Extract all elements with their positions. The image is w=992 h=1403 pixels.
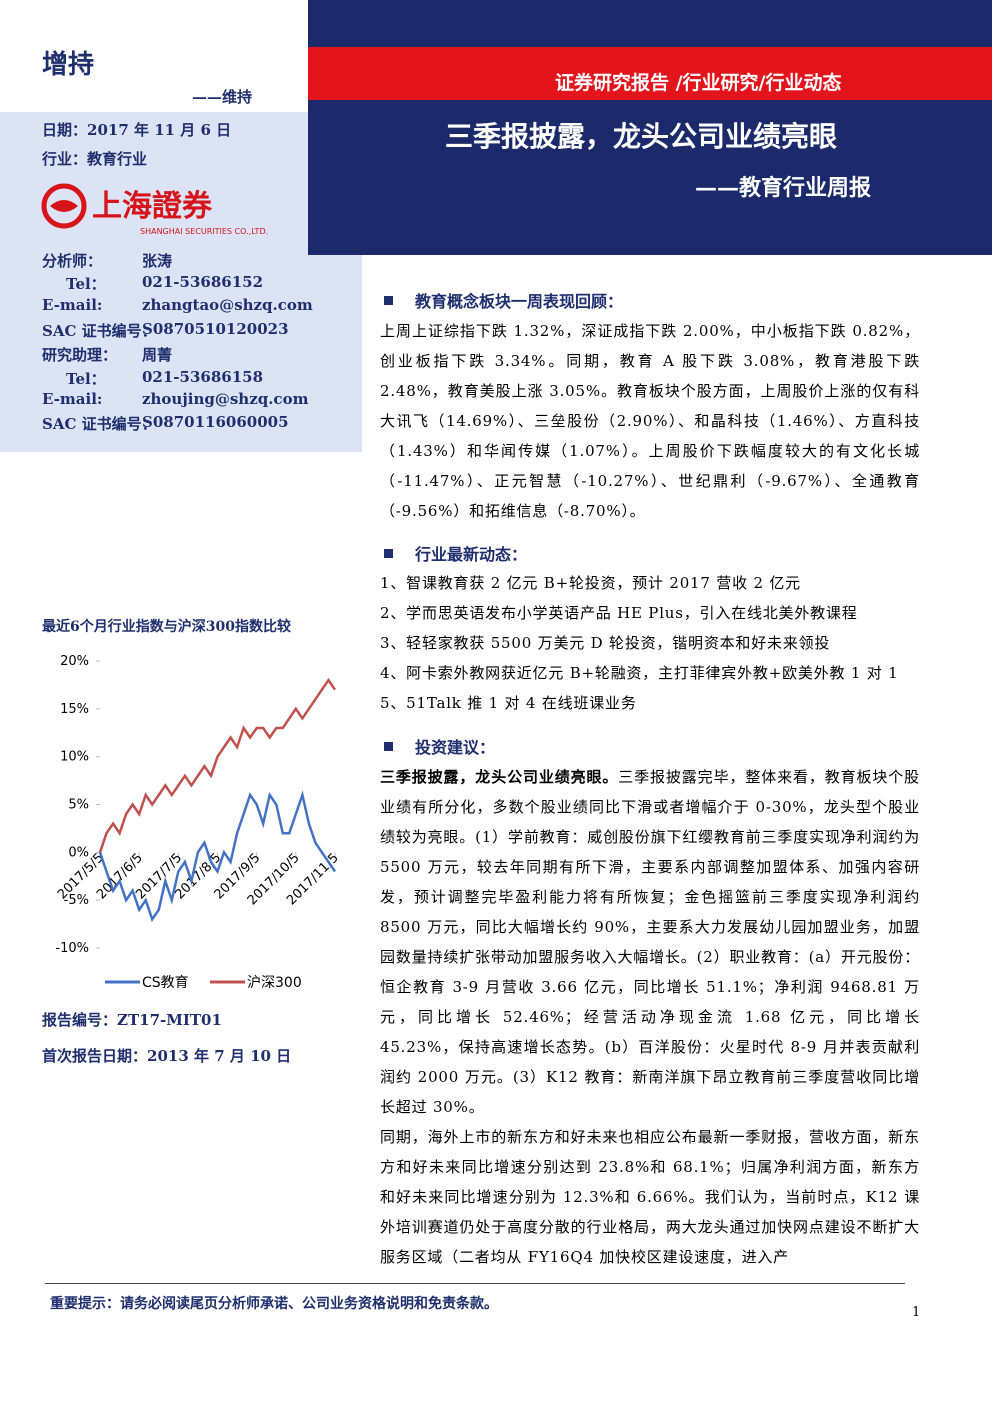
footer-notice: 重要提示：请务必阅读尾页分析师承诺、公司业务资格说明和免责条款。 [50, 1296, 498, 1312]
contact-row: Tel： 021-53686152 [66, 273, 263, 294]
text: 1、智课教育获 2 亿元 B+轮投资，预计 2017 营收 2 亿元 [380, 574, 801, 592]
info-panel [0, 112, 308, 255]
rating: 增持 [42, 50, 95, 80]
paragraph: 4、阿卡索外教网获近亿元 B+轮融资，主打菲律宾外教+欧美外教 1 对 1 [380, 658, 920, 688]
value: ZT17-MIT01 [117, 1011, 222, 1029]
info-panel [0, 255, 362, 452]
page-number: 1 [912, 1305, 921, 1320]
label: 研究助理： [42, 346, 118, 364]
y-tick-label: 15% [60, 702, 89, 717]
meta-row: 行业：教育行业 [42, 148, 147, 169]
previous-rating: ——维持 [192, 88, 253, 106]
paragraph: 5、51Talk 推 1 对 4 在线班课业务 [380, 688, 920, 718]
label: 日期： [42, 121, 88, 139]
contact-row: SAC 证书编号： S0870116060005 [42, 413, 289, 434]
paragraph: 同期，海外上市的新东方和好未来也相应公布最新一季财报，营收方面，新东方和好未来同… [380, 1122, 920, 1272]
label: 分析师： [42, 252, 103, 270]
text: 上周上证综指下跌 1.32%，深证成指下跌 2.00%，中小板指下跌 0.82%… [380, 322, 920, 520]
chart-title: 最近6个月行业指数与沪深300指数比较 [42, 618, 291, 635]
value: S0870116060005 [142, 413, 289, 431]
report-info-row: 首次报告日期：2013 年 7 月 10 日 [42, 1045, 291, 1066]
footer-rule [45, 1283, 905, 1284]
text: 4、阿卡索外教网获近亿元 B+轮融资，主打菲律宾外教+欧美外教 1 对 1 [380, 664, 899, 682]
legend-label: CS教育 [142, 975, 189, 991]
logo-name: 上海證券 [92, 189, 213, 224]
label: 首次报告日期： [42, 1047, 148, 1065]
report-info-row: 报告编号：ZT17-MIT01 [42, 1009, 222, 1030]
logo: 上海證券 SHANGHAI SECURITIES CO.,LTD. [41, 183, 268, 236]
label: Tel： [66, 370, 106, 388]
label: 报告编号： [42, 1011, 118, 1029]
paragraph: 1、智课教育获 2 亿元 B+轮投资，预计 2017 营收 2 亿元 [380, 568, 920, 598]
contact-row: E-mail: zhoujing@shzq.com [42, 390, 308, 408]
label: Tel： [66, 275, 106, 293]
value: 021-53686158 [142, 368, 264, 386]
value: 教育行业 [87, 150, 148, 168]
label: SAC 证书编号： [42, 415, 157, 433]
contact-row: 分析师： 张涛 [42, 250, 172, 271]
chart: 最近6个月行业指数与沪深300指数比较 -10% -5% 0% 5% 10% 15% 20%… [42, 618, 342, 991]
contact-row: E-mail: zhangtao@shzq.com [42, 296, 313, 314]
header-panel [308, 0, 992, 255]
y-tick-label: -5% [64, 893, 89, 908]
contact-row: Tel： 021-53686158 [66, 368, 263, 389]
banner-text: 证券研究报告 /行业研究/行业动态 [555, 72, 842, 94]
text: 2、学而思英语发布小学英语产品 HE Plus，引入在线北美外教课程 [380, 604, 858, 622]
value: zhangtao@shzq.com [142, 296, 313, 314]
report-subtitle: ——教育行业周报 [695, 175, 872, 201]
y-tick-label: 5% [68, 798, 89, 813]
section-heading: 教育概念板块一周表现回顾： [380, 288, 623, 312]
text: 5、51Talk 推 1 对 4 在线班课业务 [380, 694, 637, 712]
series-line [98, 790, 337, 923]
section-heading: 行业最新动态： [380, 541, 527, 565]
contact-row: SAC 证书编号： S0870510120023 [42, 320, 289, 341]
banner [308, 47, 992, 100]
label: E-mail: [42, 296, 103, 314]
y-tick-label: 0% [68, 845, 89, 860]
label: SAC 证书编号： [42, 322, 157, 340]
logo-emblem [50, 200, 78, 212]
value: 021-53686152 [142, 273, 264, 291]
value: 2013 年 7 月 10 日 [147, 1047, 292, 1065]
value: 周菁 [142, 346, 173, 364]
value: 2017 年 11 月 6 日 [87, 121, 232, 139]
paragraph: 2、学而思英语发布小学英语产品 HE Plus，引入在线北美外教课程 [380, 598, 920, 628]
section-body: 1、智课教育获 2 亿元 B+轮投资，预计 2017 营收 2 亿元 2、学而思英… [380, 568, 920, 718]
value: 张涛 [142, 252, 173, 270]
value: S0870510120023 [142, 320, 289, 338]
value: zhoujing@shzq.com [142, 390, 309, 408]
y-tick-label: -10% [55, 941, 89, 956]
paragraph: 上周上证综指下跌 1.32%，深证成指下跌 2.00%，中小板指下跌 0.82%… [380, 316, 920, 526]
y-tick-label: 10% [60, 750, 89, 765]
paragraph: 三季报披露，龙头公司业绩亮眼。三季报披露完毕，整体来看，教育板块个股业绩有所分化… [380, 762, 920, 1122]
series-line [98, 677, 337, 853]
section-body: 上周上证综指下跌 1.32%，深证成指下跌 2.00%，中小板指下跌 0.82%… [380, 316, 920, 526]
contact-row: 研究助理： 周菁 [42, 344, 172, 365]
report-title: 三季报披露，龙头公司业绩亮眼 [445, 120, 838, 153]
text: 3、轻轻家教获 5500 万美元 D 轮投资，锴明资本和好未来领投 [380, 634, 831, 652]
y-tick-label: 20% [60, 654, 89, 669]
label: E-mail: [42, 390, 103, 408]
text: 同期，海外上市的新东方和好未来也相应公布最新一季财报，营收方面，新东方和好未来同… [380, 1128, 920, 1266]
label: 行业： [42, 150, 88, 168]
logo-english: SHANGHAI SECURITIES CO.,LTD. [140, 227, 268, 236]
text: 三季报披露完毕，整体来看，教育板块个股业绩有所分化，多数个股业绩同比下滑或者增幅… [380, 768, 920, 1116]
logo-emblem [41, 183, 87, 229]
paragraph: 3、轻轻家教获 5500 万美元 D 轮投资，锴明资本和好未来领投 [380, 628, 920, 658]
section-body: 三季报披露，龙头公司业绩亮眼。三季报披露完毕，整体来看，教育板块个股业绩有所分化… [380, 762, 920, 1272]
meta-row: 日期：2017 年 11 月 6 日 [42, 119, 231, 140]
section-heading: 投资建议： [380, 734, 495, 758]
lead: 三季报披露，龙头公司业绩亮眼。 [380, 768, 619, 786]
legend-label: 沪深300 [247, 975, 302, 991]
